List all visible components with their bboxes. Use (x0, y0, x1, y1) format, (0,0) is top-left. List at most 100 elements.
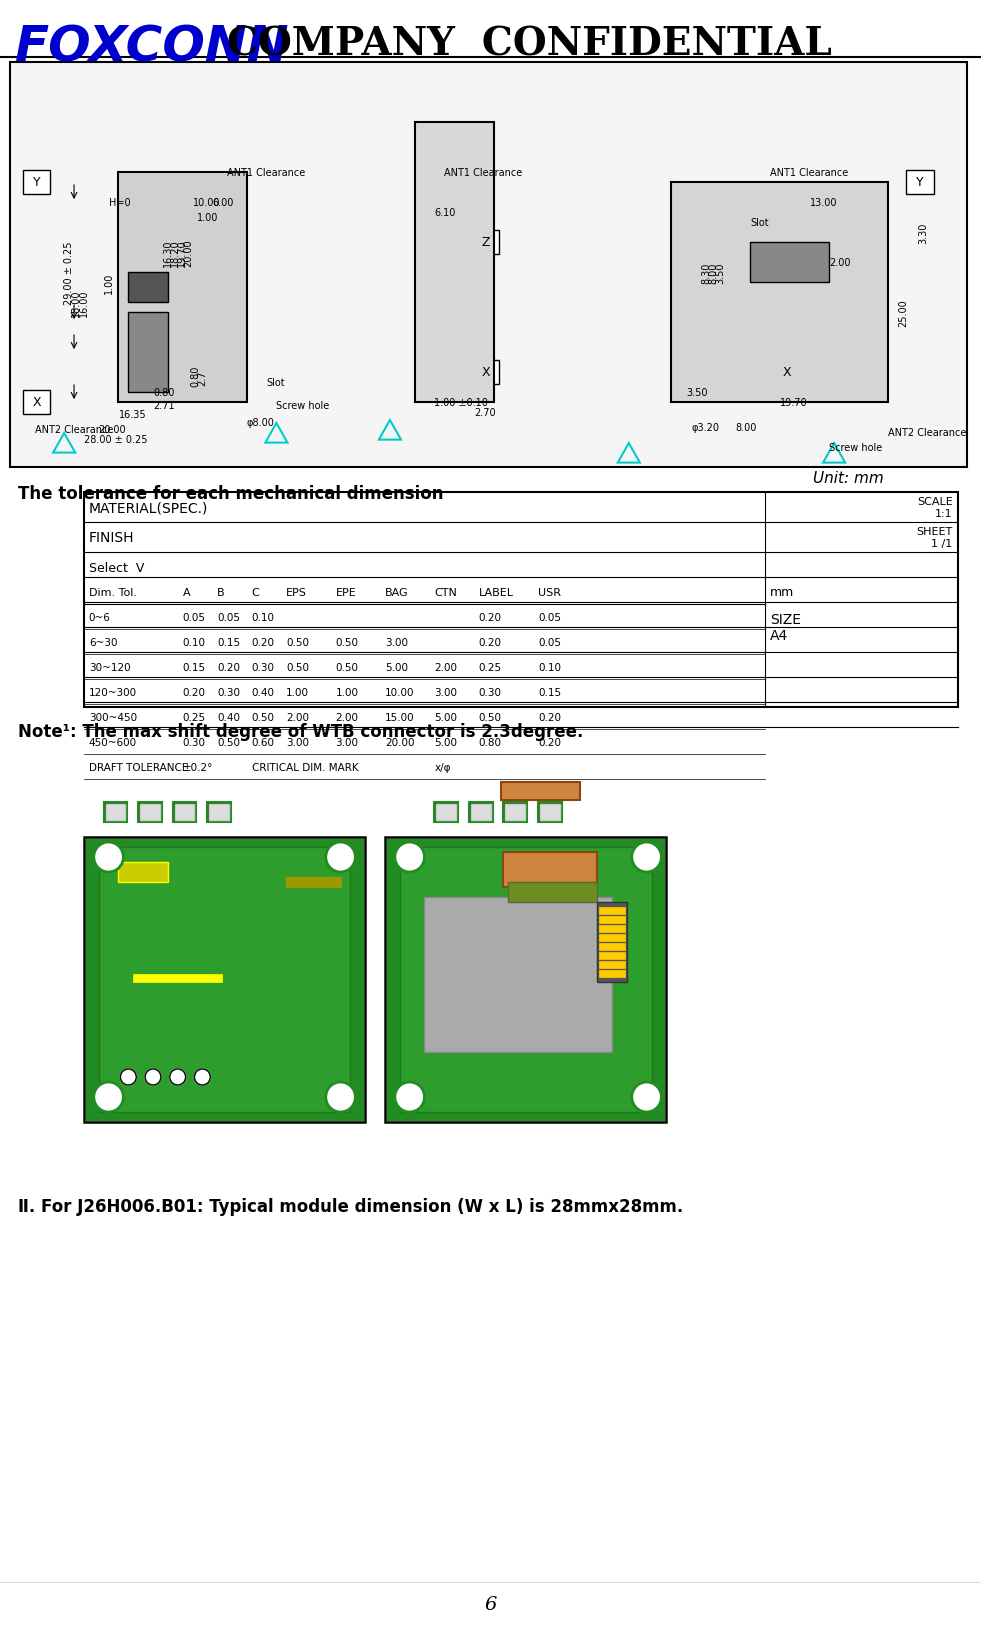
Text: SCALE
1:1: SCALE 1:1 (916, 496, 952, 519)
Text: USR: USR (538, 588, 561, 597)
Text: 2.71: 2.71 (153, 401, 175, 411)
Text: 6.00: 6.00 (213, 197, 234, 207)
Text: X: X (481, 366, 490, 379)
Text: 0.20: 0.20 (217, 663, 241, 672)
Circle shape (395, 842, 424, 873)
Circle shape (395, 1082, 424, 1113)
Text: 0.30: 0.30 (217, 687, 241, 697)
Text: 0.50: 0.50 (286, 663, 309, 672)
Text: 3.30: 3.30 (918, 222, 928, 243)
Text: X: X (32, 397, 41, 410)
Text: A: A (183, 588, 190, 597)
Text: 0.80: 0.80 (479, 738, 502, 747)
Bar (105, 805, 125, 821)
Circle shape (170, 1069, 186, 1085)
Bar (505, 805, 525, 821)
Text: Note¹: The max shift degree of WTB connector is 2.3degree.: Note¹: The max shift degree of WTB conne… (18, 723, 583, 741)
Text: 0.50: 0.50 (336, 638, 359, 648)
Bar (503, 803, 527, 823)
Circle shape (326, 842, 356, 873)
Bar (501, 782, 580, 801)
Text: 5.00: 5.00 (434, 713, 457, 723)
Text: Unit: mm: Unit: mm (813, 470, 884, 486)
Text: BAG: BAG (385, 588, 409, 597)
Text: 0.50: 0.50 (286, 638, 309, 648)
Text: 300~450: 300~450 (88, 713, 137, 723)
Text: 8.00: 8.00 (736, 423, 756, 432)
Text: 25.00: 25.00 (899, 299, 909, 326)
Text: 0.40: 0.40 (217, 713, 241, 723)
Bar (907, 171, 933, 194)
Text: The tolerance for each mechanical dimension: The tolerance for each mechanical dimens… (18, 485, 443, 503)
Bar (400, 847, 651, 1113)
Text: 1.00: 1.00 (336, 687, 359, 697)
Text: Slot: Slot (266, 377, 285, 388)
Text: CRITICAL DIM. MARK: CRITICAL DIM. MARK (251, 762, 359, 772)
Text: 0.50: 0.50 (336, 663, 359, 672)
Text: 3.00: 3.00 (434, 687, 457, 697)
Text: 0.50: 0.50 (217, 738, 241, 747)
Circle shape (93, 842, 123, 873)
Bar (208, 803, 231, 823)
Text: 0.25: 0.25 (479, 663, 502, 672)
Bar (599, 917, 625, 924)
Text: 0.30: 0.30 (183, 738, 206, 747)
Circle shape (326, 1082, 356, 1113)
Text: 0.60: 0.60 (251, 738, 274, 747)
Bar (424, 898, 612, 1053)
Text: 2.00: 2.00 (286, 713, 309, 723)
Text: X: X (782, 366, 791, 379)
Text: 0.80: 0.80 (191, 366, 201, 387)
Bar (540, 805, 560, 821)
Text: 0.10: 0.10 (251, 612, 274, 623)
Bar (671, 183, 889, 403)
Bar (118, 173, 247, 403)
Text: 0.15: 0.15 (183, 663, 206, 672)
Text: 0.10: 0.10 (183, 638, 206, 648)
Bar (83, 837, 365, 1123)
Text: Screw hole: Screw hole (276, 401, 330, 411)
Text: 450~600: 450~600 (88, 738, 137, 747)
Bar (133, 974, 222, 982)
Text: 1.00 ±0.10: 1.00 ±0.10 (434, 398, 488, 408)
Text: 16.35: 16.35 (118, 410, 146, 419)
Text: 0.05: 0.05 (183, 612, 206, 623)
Text: Y: Y (916, 176, 923, 189)
Text: 6.10: 6.10 (434, 207, 455, 217)
Text: 0.15: 0.15 (538, 687, 562, 697)
Text: 0.20: 0.20 (251, 638, 274, 648)
Text: FINISH: FINISH (88, 530, 134, 545)
Text: LABEL: LABEL (479, 588, 514, 597)
Text: 120~300: 120~300 (88, 687, 137, 697)
Text: 0.20: 0.20 (183, 687, 206, 697)
Bar (469, 803, 493, 823)
Bar (23, 171, 51, 194)
Text: 0.20: 0.20 (538, 713, 561, 723)
Text: 2.00: 2.00 (336, 713, 359, 723)
Text: 1.00: 1.00 (286, 687, 309, 697)
Text: 2.00: 2.00 (434, 663, 457, 672)
Bar (98, 847, 351, 1113)
Text: EPE: EPE (336, 588, 357, 597)
Bar (128, 273, 168, 304)
Text: 3.50: 3.50 (686, 388, 708, 398)
Text: B: B (217, 588, 225, 597)
Text: 6~30: 6~30 (88, 638, 117, 648)
Text: 0.10: 0.10 (538, 663, 561, 672)
Text: 0.15: 0.15 (217, 638, 241, 648)
Text: EPS: EPS (286, 588, 307, 597)
Text: 2.00: 2.00 (829, 258, 851, 268)
Text: 28.00 ± 0.25: 28.00 ± 0.25 (83, 434, 147, 446)
Bar (414, 122, 494, 403)
Bar (140, 805, 160, 821)
Text: 16.00: 16.00 (79, 289, 89, 317)
Bar (538, 803, 562, 823)
Text: 3.00: 3.00 (385, 638, 408, 648)
Text: 3.00: 3.00 (286, 738, 309, 747)
Text: 1.00: 1.00 (103, 273, 113, 294)
Bar (23, 390, 51, 415)
Text: Screw hole: Screw hole (829, 442, 883, 452)
Text: 19.70: 19.70 (177, 238, 187, 266)
Text: 6: 6 (484, 1594, 497, 1612)
Text: FOXCONN: FOXCONN (15, 23, 289, 70)
